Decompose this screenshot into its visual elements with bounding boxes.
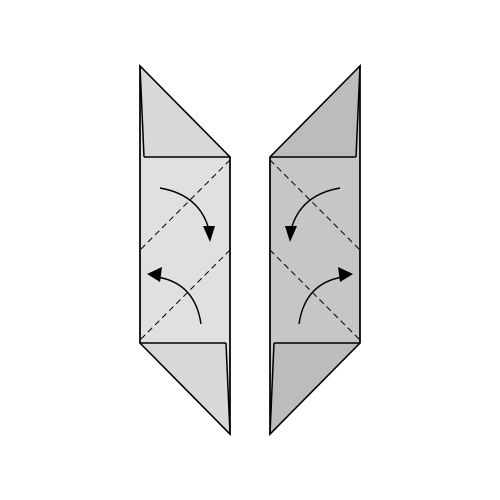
left-top-flap-edge [139, 65, 145, 158]
left-fold-line-1 [139, 159, 231, 251]
left-fold-line-2 [139, 249, 231, 341]
right-fold-arrow-down [290, 187, 341, 231]
left-piece [139, 64, 231, 436]
right-bottom-flap-edge [269, 342, 275, 435]
left-fold-arrow-up-head [147, 267, 162, 282]
left-fold-arrow-down [159, 187, 210, 231]
left-fold-arrow-down-head [203, 226, 215, 242]
right-fold-arrow-down-head [285, 226, 297, 242]
right-fold-line-1 [269, 159, 361, 251]
right-top-flap-edge [355, 65, 361, 158]
left-bottom-flap-edge [225, 342, 231, 435]
right-piece [269, 64, 361, 436]
right-fold-arrow-up [298, 276, 344, 325]
right-fold-arrow-up-head [338, 267, 353, 282]
right-fold-line-2 [269, 249, 361, 341]
left-fold-arrow-up [156, 276, 202, 325]
